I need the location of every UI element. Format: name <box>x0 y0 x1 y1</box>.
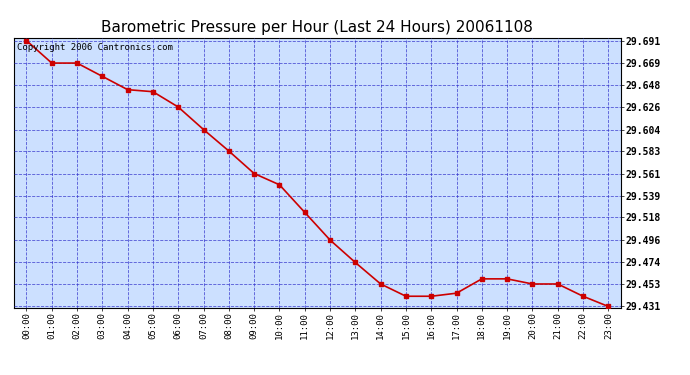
Text: Copyright 2006 Cantronics.com: Copyright 2006 Cantronics.com <box>17 43 172 52</box>
Title: Barometric Pressure per Hour (Last 24 Hours) 20061108: Barometric Pressure per Hour (Last 24 Ho… <box>101 20 533 35</box>
